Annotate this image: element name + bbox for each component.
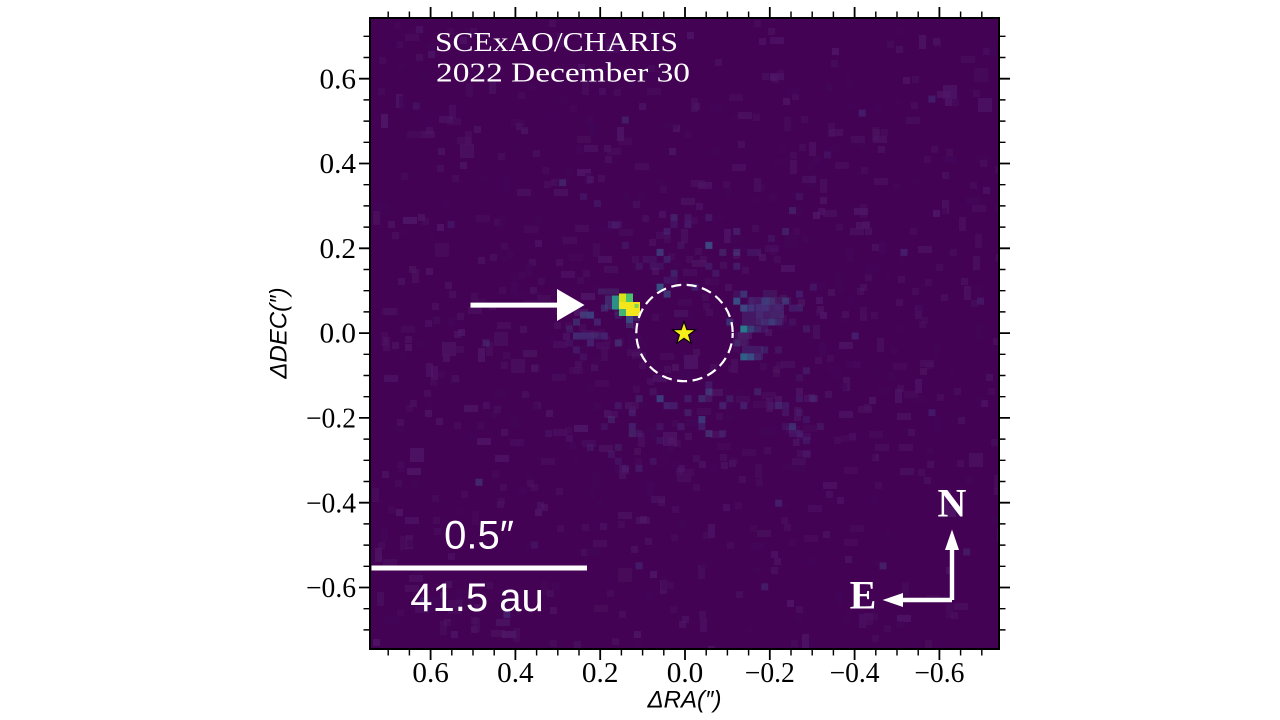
svg-text:−0.6: −0.6 — [914, 658, 964, 689]
svg-text:ΔRA(″): ΔRA(″) — [647, 686, 722, 713]
svg-text:0.5″: 0.5″ — [444, 514, 514, 558]
svg-text:−0.6: −0.6 — [306, 573, 356, 604]
svg-text:2022 December 30: 2022 December 30 — [436, 57, 690, 87]
svg-text:0.4: 0.4 — [497, 658, 534, 689]
svg-text:ΔDEC(″): ΔDEC(″) — [266, 287, 293, 379]
svg-text:SCExAO/CHARIS: SCExAO/CHARIS — [435, 27, 678, 57]
svg-text:−0.4: −0.4 — [306, 488, 356, 519]
svg-text:−0.4: −0.4 — [830, 658, 880, 689]
svg-text:0.4: 0.4 — [320, 149, 357, 180]
svg-text:E: E — [850, 573, 877, 618]
svg-text:0.2: 0.2 — [582, 658, 619, 689]
svg-text:0.2: 0.2 — [320, 234, 357, 265]
svg-text:0.6: 0.6 — [412, 658, 449, 689]
svg-text:−0.2: −0.2 — [745, 658, 795, 689]
svg-text:0.0: 0.0 — [320, 319, 357, 350]
svg-text:−0.2: −0.2 — [306, 404, 356, 435]
svg-text:0.0: 0.0 — [667, 658, 704, 689]
svg-text:0.6: 0.6 — [320, 64, 357, 95]
svg-text:N: N — [938, 480, 967, 525]
svg-text:41.5 au: 41.5 au — [410, 576, 543, 620]
